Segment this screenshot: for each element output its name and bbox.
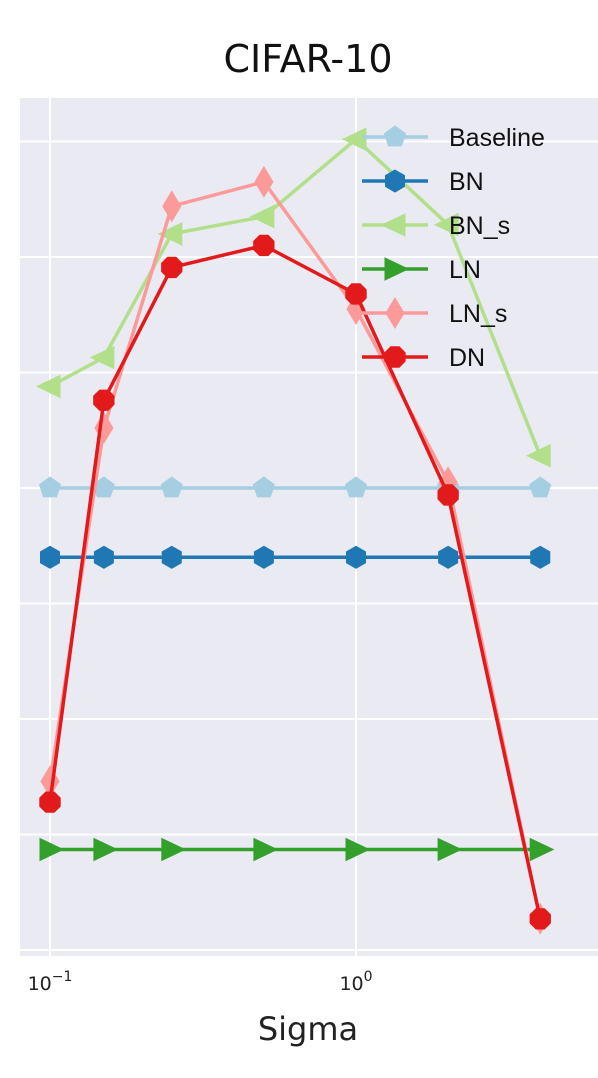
data-point-dn — [161, 256, 183, 279]
legend-item-ln: LN — [362, 256, 481, 284]
series-dn — [39, 234, 551, 930]
data-point-bn — [438, 545, 459, 569]
data-point-bn-s — [249, 204, 275, 229]
data-point-baseline — [38, 476, 62, 498]
legend-marker-bn — [385, 169, 405, 193]
data-point-ln — [253, 837, 279, 862]
data-point-ln — [345, 837, 371, 862]
legend-marker-ln-s — [385, 297, 405, 329]
legend-label: DN — [449, 344, 485, 372]
data-point-ln — [161, 837, 186, 862]
legend-label: BN — [449, 168, 484, 196]
legend-label: LN_s — [449, 300, 507, 328]
legend-item-baseline: Baseline — [362, 124, 545, 152]
data-point-dn — [93, 389, 115, 411]
x-axis-label: Sigma — [258, 1010, 358, 1048]
data-point-bn — [40, 545, 60, 569]
data-point-bn-s — [89, 345, 115, 370]
data-point-ln-s — [162, 190, 182, 223]
data-point-bn-s — [526, 443, 551, 468]
data-point-bn — [93, 545, 114, 569]
data-point-baseline — [344, 476, 368, 498]
data-point-dn — [437, 484, 459, 506]
data-point-bn — [530, 545, 551, 569]
data-point-bn — [161, 545, 182, 569]
legend-item-bn-s: BN_s — [362, 212, 510, 240]
data-point-baseline — [529, 476, 552, 498]
data-point-bn — [346, 545, 366, 569]
data-point-bn-s — [433, 212, 459, 237]
legend-label: Baseline — [449, 124, 545, 152]
x-tick-label: 100 — [339, 969, 372, 995]
series-bn — [40, 545, 551, 569]
legend-item-dn: DN — [362, 344, 485, 372]
data-point-ln-s — [254, 165, 274, 198]
data-point-ln — [93, 837, 119, 862]
legend-label: LN — [449, 256, 481, 284]
data-point-dn — [39, 791, 61, 813]
data-point-ln — [437, 837, 463, 862]
legend-marker-bn-s — [380, 213, 406, 237]
series-layer — [35, 127, 555, 935]
legend: Baseline BN BN_s LN LN_s DN — [362, 124, 545, 372]
data-point-ln — [39, 837, 65, 862]
series-bn-s — [35, 127, 551, 468]
plot-area — [20, 98, 598, 956]
chart-title: CIFAR-10 — [223, 37, 392, 81]
legend-marker-ln — [384, 257, 410, 281]
legend-marker-baseline — [383, 125, 407, 147]
data-point-dn — [529, 908, 551, 930]
legend-marker-dn — [384, 346, 406, 368]
legend-label: BN_s — [449, 212, 510, 240]
legend-item-ln-s: LN_s — [362, 297, 507, 329]
x-tick-label: 10−1 — [28, 969, 73, 995]
data-point-ln — [529, 837, 555, 862]
data-point-dn — [253, 234, 275, 257]
legend-item-bn: BN — [362, 168, 484, 196]
data-point-bn-s — [35, 374, 61, 399]
data-point-bn — [253, 545, 274, 569]
x-axis-ticks: 10−1 100 — [28, 969, 373, 995]
data-point-dn — [345, 283, 367, 305]
series-ln — [39, 837, 555, 862]
data-point-bn-s — [157, 222, 183, 246]
data-point-baseline — [160, 476, 183, 498]
data-point-bn-s — [341, 127, 367, 151]
data-point-baseline — [252, 476, 275, 498]
